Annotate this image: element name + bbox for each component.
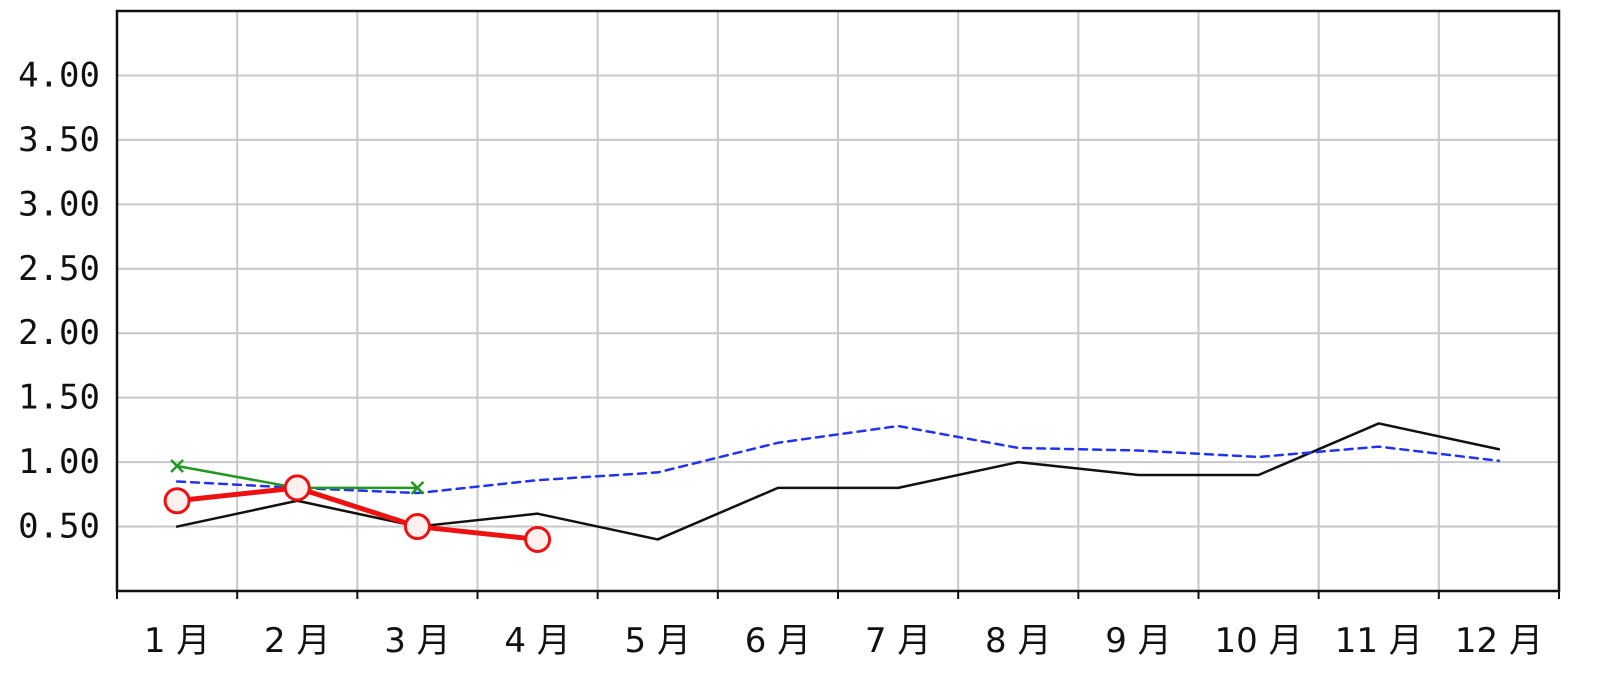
x-tick-label: 10 月 bbox=[1215, 621, 1303, 661]
series-layer bbox=[163, 422, 1501, 553]
data-point-circle bbox=[283, 474, 311, 502]
y-tick-label: 4.00 bbox=[18, 55, 100, 95]
x-tick-label: 2 月 bbox=[264, 621, 330, 661]
gridlines bbox=[117, 11, 1559, 591]
data-point-circle bbox=[524, 525, 552, 553]
data-point-circle bbox=[403, 513, 431, 541]
series-4 bbox=[163, 474, 552, 553]
series-line bbox=[174, 485, 541, 542]
x-tick-label: 12 月 bbox=[1455, 621, 1543, 661]
y-tick-label: 1.50 bbox=[18, 378, 100, 418]
y-tick-label: 1.00 bbox=[18, 442, 100, 482]
x-tick-label: 5 月 bbox=[625, 621, 691, 661]
data-point-circle bbox=[163, 487, 191, 515]
x-tick-label: 7 月 bbox=[865, 621, 931, 661]
x-tick-label: 3 月 bbox=[384, 621, 450, 661]
y-tick-label: 3.00 bbox=[18, 184, 100, 224]
x-tick-label: 6 月 bbox=[745, 621, 811, 661]
data-point-x bbox=[410, 481, 425, 495]
y-axis-ticks: 0.50 1.00 1.50 2.00 2.50 3.00 3.50 4.00 bbox=[18, 55, 100, 546]
y-tick-label: 2.00 bbox=[18, 313, 100, 353]
x-tick-label: 9 月 bbox=[1105, 621, 1171, 661]
x-tick-label: 4 月 bbox=[504, 621, 570, 661]
data-point-x bbox=[170, 459, 184, 473]
y-tick-label: 2.50 bbox=[18, 249, 100, 289]
y-tick-label: 0.50 bbox=[18, 507, 100, 547]
series-line bbox=[175, 424, 1501, 495]
series-2 bbox=[175, 424, 1501, 495]
x-tick-label: 8 月 bbox=[985, 621, 1051, 661]
x-axis-ticks: 1 月 2 月 3 月 4 月 5 月 6 月 7 月 8 月 9 月 10 月 11 月 12 月 bbox=[116, 591, 1560, 661]
y-tick-label: 3.50 bbox=[18, 120, 100, 160]
x-tick-label: 1 月 bbox=[144, 621, 210, 661]
x-tick-label: 11 月 bbox=[1335, 621, 1423, 661]
plot-frame bbox=[115, 9, 1561, 593]
